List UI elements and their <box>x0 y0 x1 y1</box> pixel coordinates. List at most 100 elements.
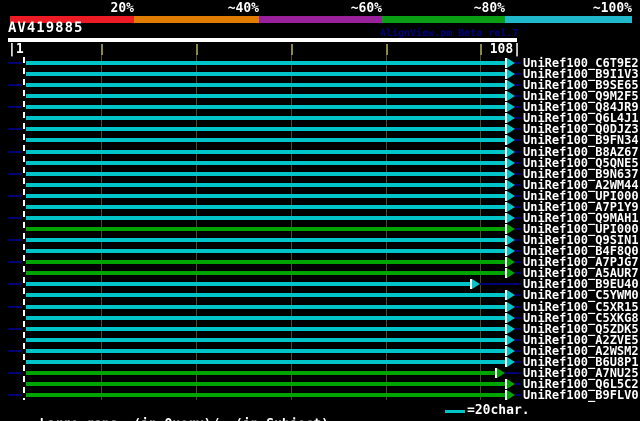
alignment-row[interactable]: UniRef100_B4F8Q0 <box>0 245 640 257</box>
label-leader-line <box>515 350 521 352</box>
alignment-bar[interactable] <box>26 127 505 131</box>
subject-id-label[interactable]: UniRef100_C5YWM0 <box>523 288 639 302</box>
alignment-row[interactable]: UniRef100_A7NU25 <box>0 367 640 379</box>
subject-id-label[interactable]: UniRef100_B8AZ67 <box>523 145 639 159</box>
alignment-end-tick <box>505 169 507 179</box>
alignment-row[interactable]: UniRef100_A2WSM2 <box>0 345 640 357</box>
alignment-row[interactable]: UniRef100_Q6L5C2 <box>0 378 640 390</box>
alignment-bar[interactable] <box>26 282 470 286</box>
alignment-bar[interactable] <box>26 194 505 198</box>
subject-id-label[interactable]: UniRef100_B4F8Q0 <box>523 244 639 258</box>
alignment-row[interactable]: UniRef100_UPI000.. <box>0 223 640 235</box>
subject-id-label[interactable]: UniRef100_Q6L4J1 <box>523 111 639 125</box>
subject-id-label[interactable]: UniRef100_A7NU25 <box>523 366 639 380</box>
subject-id-label[interactable]: UniRef100_A2WSM2 <box>523 344 639 358</box>
alignment-row[interactable]: UniRef100_Q5ZDK5 <box>0 323 640 335</box>
alignment-bar[interactable] <box>26 172 505 176</box>
alignment-bar[interactable] <box>26 105 505 109</box>
subject-id-label[interactable]: UniRef100_B6U8P1 <box>523 355 639 369</box>
alignment-row[interactable]: UniRef100_Q9MAH1 <box>0 212 640 224</box>
alignment-bar[interactable] <box>26 249 505 253</box>
alignment-bar[interactable] <box>26 260 505 264</box>
subject-id-label[interactable]: UniRef100_UPI000.. <box>523 222 640 236</box>
alignment-row[interactable]: UniRef100_Q9SIN1 <box>0 234 640 246</box>
subject-id-label[interactable]: UniRef100_B9I1V3 <box>523 67 639 81</box>
subject-id-label[interactable]: UniRef100_Q9MAH1 <box>523 211 639 225</box>
subject-id-label[interactable]: UniRef100_Q5ZDK5 <box>523 322 639 336</box>
alignment-bar[interactable] <box>26 360 505 364</box>
alignment-row[interactable]: UniRef100_Q0DJZ3 <box>0 123 640 135</box>
alignment-bar[interactable] <box>26 393 505 397</box>
alignment-bar[interactable] <box>26 327 505 331</box>
alignment-bar[interactable] <box>26 205 505 209</box>
subject-id-label[interactable]: UniRef100_A2ZVE5 <box>523 333 639 347</box>
alignment-bar[interactable] <box>26 150 505 154</box>
alignment-bar[interactable] <box>26 72 505 76</box>
alignment-bar[interactable] <box>26 293 505 297</box>
subject-id-label[interactable]: UniRef100_Q6L5C2 <box>523 377 639 391</box>
alignment-row[interactable]: UniRef100_Q6L4J1 <box>0 112 640 124</box>
alignment-bar[interactable] <box>26 61 505 65</box>
row-left-mark <box>8 394 22 396</box>
alignment-row[interactable]: UniRef100_B6U8P1 <box>0 356 640 368</box>
alignment-row[interactable]: UniRef100_C5XR15 <box>0 301 640 313</box>
subject-id-label[interactable]: UniRef100_Q84JR9 <box>523 100 639 114</box>
alignment-row[interactable]: UniRef100_Q84JR9 <box>0 101 640 113</box>
alignment-arrowhead-icon <box>507 246 515 256</box>
alignment-bar[interactable] <box>26 382 505 386</box>
label-leader-line <box>515 117 521 119</box>
subject-id-label[interactable]: UniRef100_B9EU40 <box>523 277 639 291</box>
alignment-bar[interactable] <box>26 305 505 309</box>
alignment-bar[interactable] <box>26 183 505 187</box>
subject-id-label[interactable]: UniRef100_B9FN34 <box>523 133 639 147</box>
subject-id-label[interactable]: UniRef100_A2WM44 <box>523 178 639 192</box>
alignment-row[interactable]: UniRef100_C5XKG8 <box>0 312 640 324</box>
alignment-row[interactable]: UniRef100_B9EU40 <box>0 278 640 290</box>
alignment-row[interactable]: UniRef100_B8AZ67 <box>0 146 640 158</box>
alignment-row[interactable]: UniRef100_C5YWM0 <box>0 289 640 301</box>
key-segment <box>259 16 382 23</box>
subject-id-label[interactable]: UniRef100_Q5QNE5 <box>523 156 639 170</box>
subject-id-label[interactable]: UniRef100_Q9SIN1 <box>523 233 639 247</box>
alignment-bar[interactable] <box>26 371 495 375</box>
alignment-bar[interactable] <box>26 349 505 353</box>
subject-id-label[interactable]: UniRef100_B9SE65 <box>523 78 639 92</box>
alignment-bar[interactable] <box>26 227 505 231</box>
alignment-row[interactable]: UniRef100_Q9M2F5 <box>0 90 640 102</box>
alignment-row[interactable]: UniRef100_A2WM44 <box>0 179 640 191</box>
alignment-row[interactable]: UniRef100_B9I1V3 <box>0 68 640 80</box>
alignment-row[interactable]: UniRef100_A5AUR7 <box>0 267 640 279</box>
alignment-row[interactable]: UniRef100_A7P1Y9 <box>0 201 640 213</box>
alignment-bar[interactable] <box>26 83 505 87</box>
subject-id-label[interactable]: UniRef100_Q9M2F5 <box>523 89 639 103</box>
alignment-bar[interactable] <box>26 238 505 242</box>
alignment-bar[interactable] <box>26 216 505 220</box>
subject-id-label[interactable]: UniRef100_UPI000.. <box>523 189 640 203</box>
subject-id-label[interactable]: UniRef100_B9FLV0 <box>523 388 639 402</box>
subject-id-label[interactable]: UniRef100_C6T9E2 <box>523 56 639 70</box>
subject-id-label[interactable]: UniRef100_C5XKG8 <box>523 311 639 325</box>
subject-id-label[interactable]: UniRef100_Q0DJZ3 <box>523 122 639 136</box>
alignment-row[interactable]: UniRef100_B9N637 <box>0 168 640 180</box>
alignment-row[interactable]: UniRef100_C6T9E2 <box>0 57 640 69</box>
alignment-bar[interactable] <box>26 271 505 275</box>
alignment-row[interactable]: UniRef100_A7PJG7 <box>0 256 640 268</box>
alignment-row[interactable]: UniRef100_UPI000.. <box>0 190 640 202</box>
alignment-row[interactable]: UniRef100_A2ZVE5 <box>0 334 640 346</box>
alignment-bar[interactable] <box>26 116 505 120</box>
subject-id-label[interactable]: UniRef100_A5AUR7 <box>523 266 639 280</box>
alignment-bar[interactable] <box>26 161 505 165</box>
alignment-row[interactable]: UniRef100_Q5QNE5 <box>0 157 640 169</box>
identity-key-labels: 20% ~40% ~60% ~80% ~100% <box>0 2 640 16</box>
subject-id-label[interactable]: UniRef100_A7P1Y9 <box>523 200 639 214</box>
subject-id-label[interactable]: UniRef100_A7PJG7 <box>523 255 639 269</box>
alignment-row[interactable]: UniRef100_B9FLV0 <box>0 389 640 401</box>
subject-id-label[interactable]: UniRef100_C5XR15 <box>523 300 639 314</box>
alignment-bar[interactable] <box>26 338 505 342</box>
alignment-bar[interactable] <box>26 94 505 98</box>
alignment-row[interactable]: UniRef100_B9SE65 <box>0 79 640 91</box>
alignment-row[interactable]: UniRef100_B9FN34 <box>0 134 640 146</box>
subject-id-label[interactable]: UniRef100_B9N637 <box>523 167 639 181</box>
alignment-bar[interactable] <box>26 138 505 142</box>
alignment-bar[interactable] <box>26 316 505 320</box>
